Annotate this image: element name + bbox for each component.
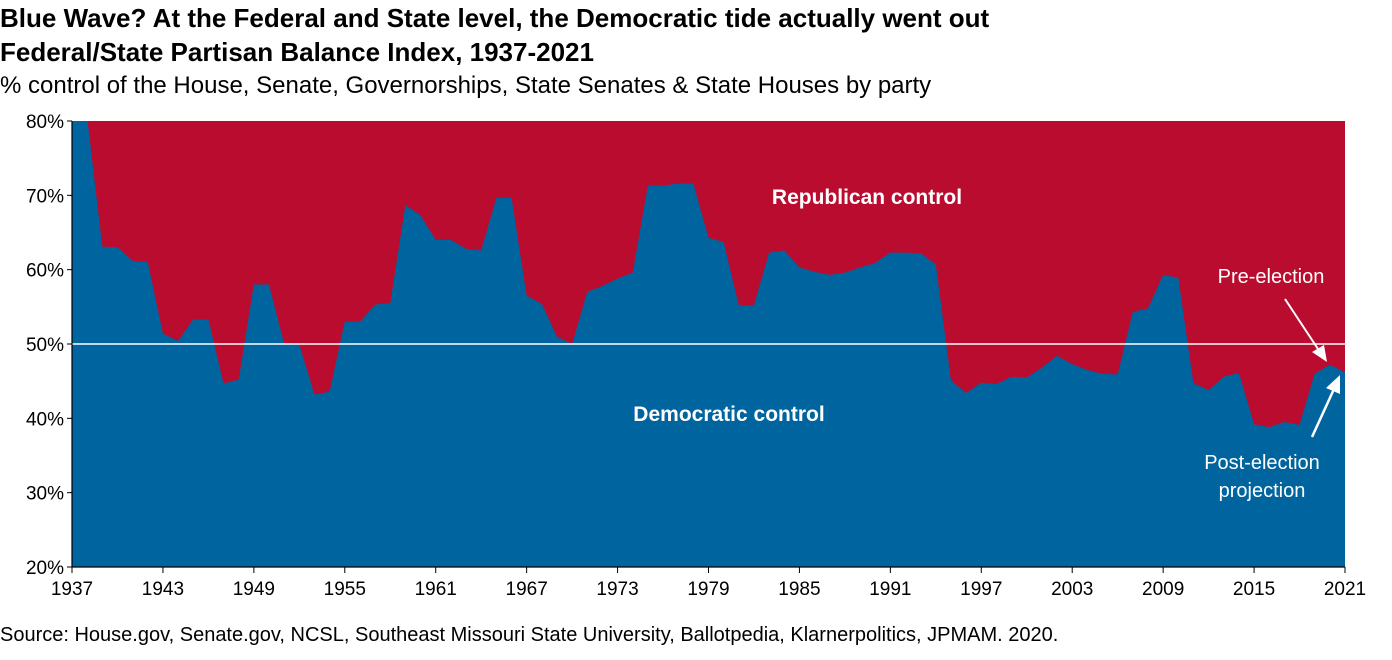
x-tick-label: 1961 [415, 579, 457, 600]
x-tick-label: 1991 [869, 579, 911, 600]
x-tick-label: 2015 [1233, 579, 1275, 600]
post-election-arrow [1310, 375, 1340, 438]
projection-label: projection [1219, 480, 1306, 502]
chart-subtitle: % control of the House, Senate, Governor… [0, 72, 932, 99]
x-tick-label: 2021 [1324, 579, 1366, 600]
x-tick-label: 1973 [596, 579, 638, 600]
x-tick-label: 1979 [687, 579, 729, 600]
republican-control-label: Republican control [772, 186, 962, 209]
y-tick-label: 20% [26, 558, 64, 579]
post-election-label: Post-election [1204, 452, 1320, 474]
chart-subtitle-title: Federal/State Partisan Balance Index, 19… [0, 37, 594, 67]
democratic-control-label: Democratic control [633, 403, 824, 426]
x-tick-label: 1949 [233, 579, 275, 600]
y-tick-label: 30% [26, 484, 64, 505]
y-tick-label: 40% [26, 409, 64, 430]
x-tick-label: 1937 [51, 579, 93, 600]
x-tick-label: 2009 [1142, 579, 1184, 600]
y-tick-label: 70% [26, 186, 64, 207]
y-tick-label: 60% [26, 261, 64, 282]
pre-election-arrow [1284, 298, 1327, 362]
x-tick-label: 1997 [960, 579, 1002, 600]
y-tick-label: 50% [26, 335, 64, 356]
x-axis-ticks: 1937 1943 1949 1955 1961 1967 1973 1979 1985 1991… [51, 567, 1366, 600]
y-tick-label: 80% [26, 112, 64, 133]
chart-title: Blue Wave? At the Federal and State leve… [0, 3, 990, 33]
pre-election-label: Pre-election [1218, 266, 1325, 288]
x-tick-label: 2003 [1051, 579, 1093, 600]
x-tick-label: 1955 [324, 579, 366, 600]
y-axis-ticks: 20% 30% 40% 50% 60% 70% 80% [26, 112, 72, 579]
x-tick-label: 1943 [142, 579, 184, 600]
x-tick-label: 1985 [778, 579, 820, 600]
source-note: Source: House.gov, Senate.gov, NCSL, Sou… [0, 624, 1059, 646]
x-tick-label: 1967 [506, 579, 548, 600]
